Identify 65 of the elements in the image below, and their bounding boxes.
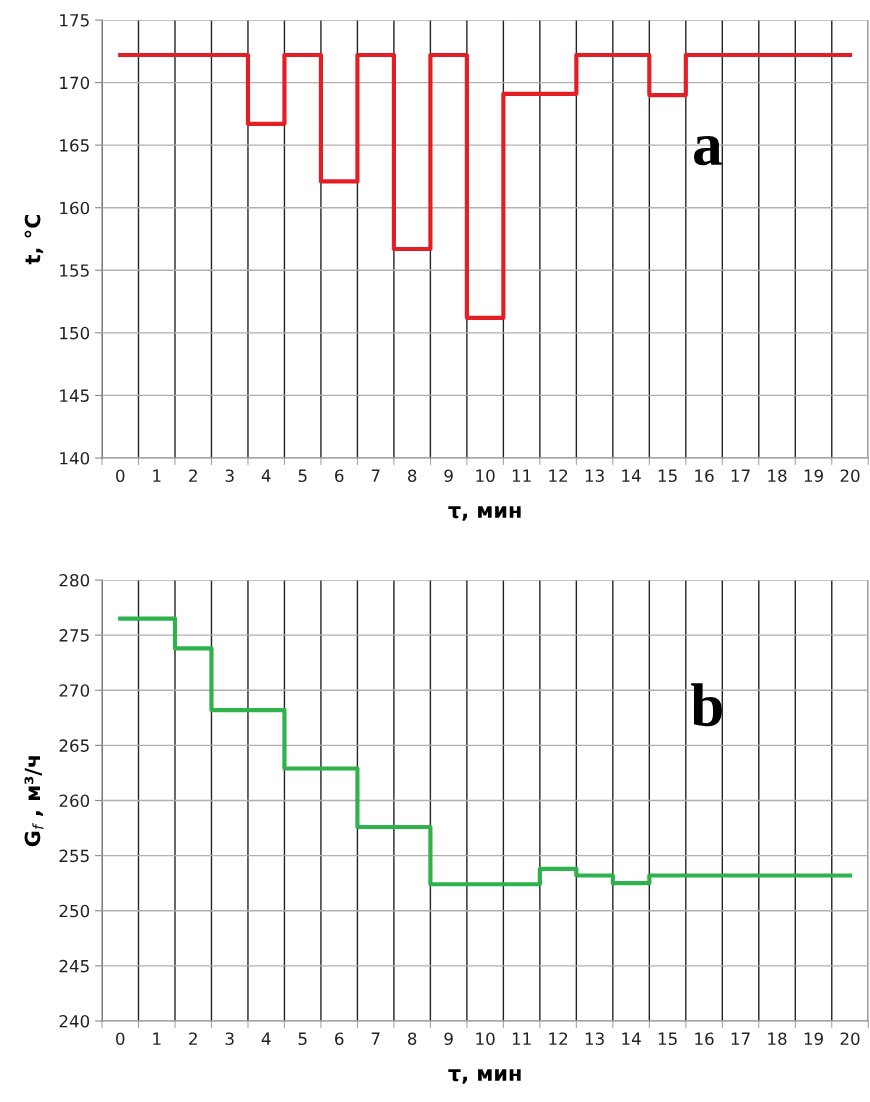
y-tick-label: 255 — [59, 849, 89, 863]
x-tick-label: 17 — [731, 469, 750, 482]
x-tick-label: 12 — [549, 469, 568, 482]
x-tick-label: 9 — [444, 1032, 453, 1046]
x-tick-label: 1 — [153, 1032, 161, 1045]
x-tick-label: 1 — [153, 469, 161, 482]
x-tick-label: 18 — [768, 1032, 787, 1046]
y-tick-label: 150 — [60, 326, 90, 340]
x-tick-label: 11 — [512, 469, 531, 482]
y-tick-label: 175 — [60, 14, 89, 27]
x-tick-label: 20 — [840, 1032, 860, 1046]
x-tick-label: 10 — [476, 1032, 495, 1046]
annotation: a — [694, 135, 722, 166]
x-tick-label: 13 — [585, 469, 604, 483]
x-tick-label: 4 — [261, 469, 271, 482]
x-tick-label: 19 — [804, 469, 823, 483]
x-tick-label: 12 — [549, 1032, 568, 1045]
x-tick-label: 11 — [512, 1032, 531, 1045]
x-tick-label: 15 — [658, 469, 677, 483]
x-tick-label: 16 — [695, 469, 714, 483]
x-tick-label: 7 — [371, 1032, 380, 1045]
y-tick-label: 165 — [60, 139, 89, 152]
y-axis-title: t, °C — [24, 214, 44, 265]
y-tick-label: 280 — [59, 573, 90, 587]
x-tick-label: 16 — [695, 1032, 714, 1046]
y-axis-title: G$_{f}$ , м³/ч — [24, 756, 44, 847]
x-tick-label: 17 — [731, 1032, 750, 1045]
y-tick-label: 245 — [59, 959, 89, 973]
y-tick-label: 275 — [59, 629, 89, 642]
x-tick-label: 5 — [298, 469, 307, 483]
x-tick-label: 8 — [407, 1032, 417, 1046]
x-tick-label: 13 — [585, 1032, 604, 1046]
x-tick-label: 5 — [298, 1032, 307, 1046]
y-tick-label: 140 — [60, 451, 90, 465]
x-tick-label: 7 — [371, 469, 380, 482]
y-tick-label: 265 — [59, 739, 89, 752]
x-tick-label: 6 — [335, 1032, 344, 1046]
x-axis-title: τ, мин — [448, 1069, 521, 1084]
x-tick-label: 15 — [658, 1032, 677, 1046]
y-tick-label: 240 — [59, 1014, 90, 1028]
x-tick-label: 14 — [622, 469, 641, 482]
y-tick-label: 160 — [60, 201, 90, 215]
y-tick-label: 260 — [59, 794, 90, 808]
x-tick-label: 18 — [768, 469, 787, 483]
x-tick-label: 2 — [189, 469, 197, 482]
x-tick-label: 3 — [225, 1032, 234, 1046]
x-tick-label: 8 — [407, 469, 417, 483]
y-tick-label: 270 — [59, 684, 90, 697]
x-tick-label: 19 — [804, 1032, 823, 1046]
x-tick-label: 4 — [261, 1032, 271, 1045]
y-tick-label: 155 — [60, 264, 89, 277]
y-tick-label: 170 — [60, 76, 90, 90]
y-tick-label: 145 — [60, 389, 89, 402]
x-tick-label: 3 — [225, 469, 234, 483]
x-tick-label: 6 — [335, 469, 344, 483]
x-axis-title: τ, мин — [448, 506, 521, 521]
x-tick-label: 10 — [476, 469, 495, 483]
annotation: b — [691, 683, 722, 727]
x-tick-label: 20 — [840, 469, 860, 483]
x-tick-label: 0 — [116, 469, 125, 483]
x-tick-label: 0 — [116, 1032, 125, 1046]
y-tick-label: 250 — [59, 904, 90, 918]
x-tick-label: 2 — [189, 1032, 197, 1045]
x-tick-label: 14 — [622, 1032, 641, 1045]
x-tick-label: 9 — [444, 469, 453, 483]
